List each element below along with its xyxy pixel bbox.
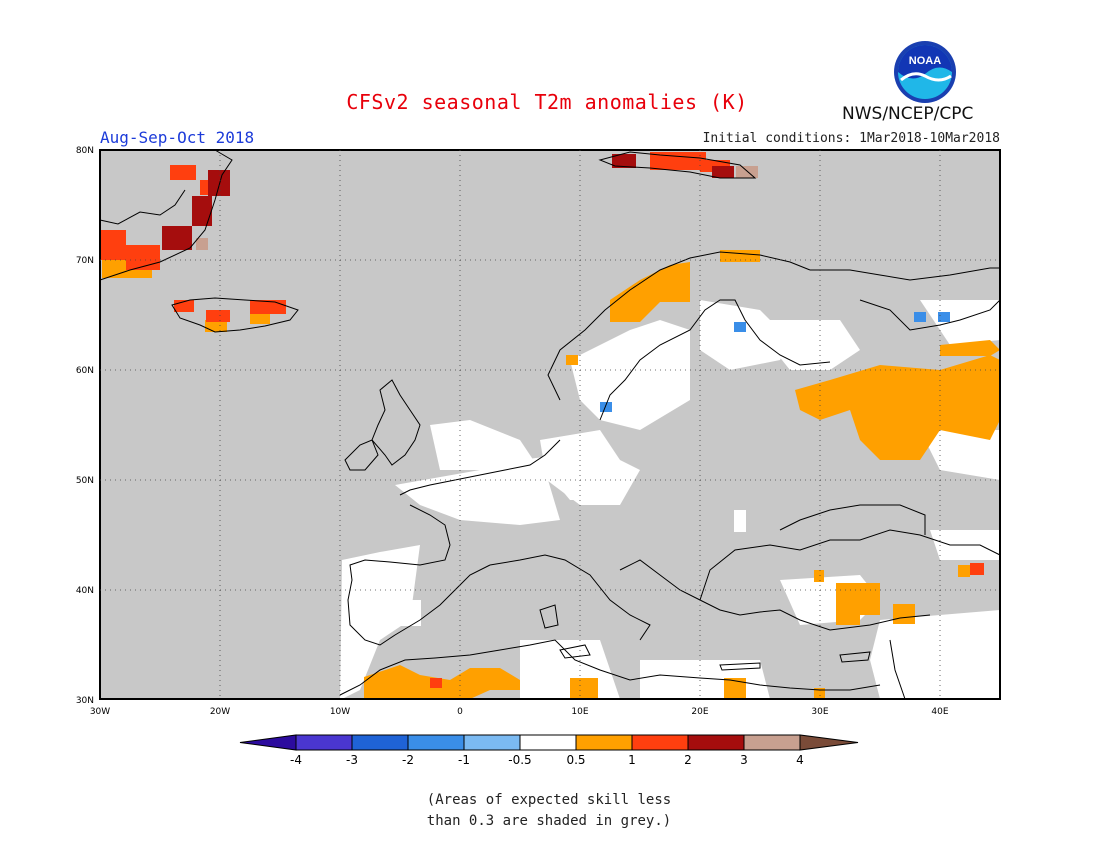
colorbar-max-arrow bbox=[799, 734, 859, 751]
lat-label-50n: 50N bbox=[76, 476, 94, 486]
agency-label: NWS/NCEP/CPC bbox=[842, 104, 974, 124]
footnote-line-1: (Areas of expected skill less bbox=[426, 792, 672, 808]
colorbar-bin bbox=[575, 734, 633, 751]
season-label: Aug-Sep-Oct 2018 bbox=[100, 128, 255, 147]
skill-footnote: (Areas of expected skill less than 0.3 a… bbox=[0, 790, 1100, 832]
lon-label-20w: 20W bbox=[210, 707, 230, 717]
colorbar-tick-label: -3 bbox=[346, 753, 358, 767]
colorbar-tick-label: 4 bbox=[796, 753, 804, 767]
lon-label-0: 0 bbox=[457, 707, 463, 717]
colorbar-bin bbox=[519, 734, 577, 751]
coastlines bbox=[99, 149, 1001, 700]
cold-anomaly bbox=[600, 312, 950, 412]
colorbar-labels: -4 -3 -2 -1 -0.5 0.5 1 2 3 4 bbox=[290, 753, 804, 767]
colorbar-bin bbox=[295, 734, 353, 751]
lon-label-10e: 10E bbox=[571, 707, 588, 717]
warm-anomaly-2-3 bbox=[162, 154, 734, 250]
colorbar-boxes bbox=[239, 734, 859, 751]
colorbar-bin bbox=[463, 734, 521, 751]
colorbar-bin bbox=[351, 734, 409, 751]
gridlines bbox=[100, 150, 1000, 699]
lat-label-70n: 70N bbox=[76, 256, 94, 266]
warm-anomaly-0.5-1 bbox=[102, 250, 1000, 699]
footnote-line-2: than 0.3 are shaded in grey.) bbox=[426, 813, 672, 829]
lat-label-80n: 80N bbox=[76, 146, 94, 156]
lon-label-40e: 40E bbox=[931, 707, 948, 717]
colorbar-tick-label: 2 bbox=[684, 753, 692, 767]
near-normal-areas bbox=[340, 300, 1000, 700]
lon-label-10w: 10W bbox=[330, 707, 350, 717]
noaa-logo: NOAA bbox=[894, 41, 956, 103]
colorbar-tick-label: -2 bbox=[402, 753, 414, 767]
colorbar-tick-label: 3 bbox=[740, 753, 748, 767]
colorbar-tick-label: -0.5 bbox=[508, 753, 531, 767]
lon-label-20e: 20E bbox=[691, 707, 708, 717]
colorbar-bin bbox=[407, 734, 465, 751]
lat-label-30n: 30N bbox=[76, 696, 94, 706]
colorbar-tick-label: 1 bbox=[628, 753, 636, 767]
initial-conditions-label: Initial conditions: 1Mar2018-10Mar2018 bbox=[702, 131, 1000, 146]
colorbar-bin bbox=[687, 734, 745, 751]
warm-anomaly-3-4 bbox=[196, 166, 758, 250]
colorbar-tick-label: -1 bbox=[458, 753, 470, 767]
colorbar-tick-label: 0.5 bbox=[566, 753, 585, 767]
logo-text: NOAA bbox=[909, 55, 941, 67]
lat-label-40n: 40N bbox=[76, 586, 94, 596]
colorbar-bin bbox=[631, 734, 689, 751]
colorbar-tick-label: -4 bbox=[290, 753, 302, 767]
lon-label-30e: 30E bbox=[811, 707, 828, 717]
colorbar-bin bbox=[743, 734, 801, 751]
map-frame bbox=[99, 149, 1001, 700]
lon-label-30w: 30W bbox=[90, 707, 110, 717]
lat-label-60n: 60N bbox=[76, 366, 94, 376]
chart-title: CFSv2 seasonal T2m anomalies (K) bbox=[346, 90, 748, 114]
colorbar-min-arrow bbox=[239, 734, 297, 751]
